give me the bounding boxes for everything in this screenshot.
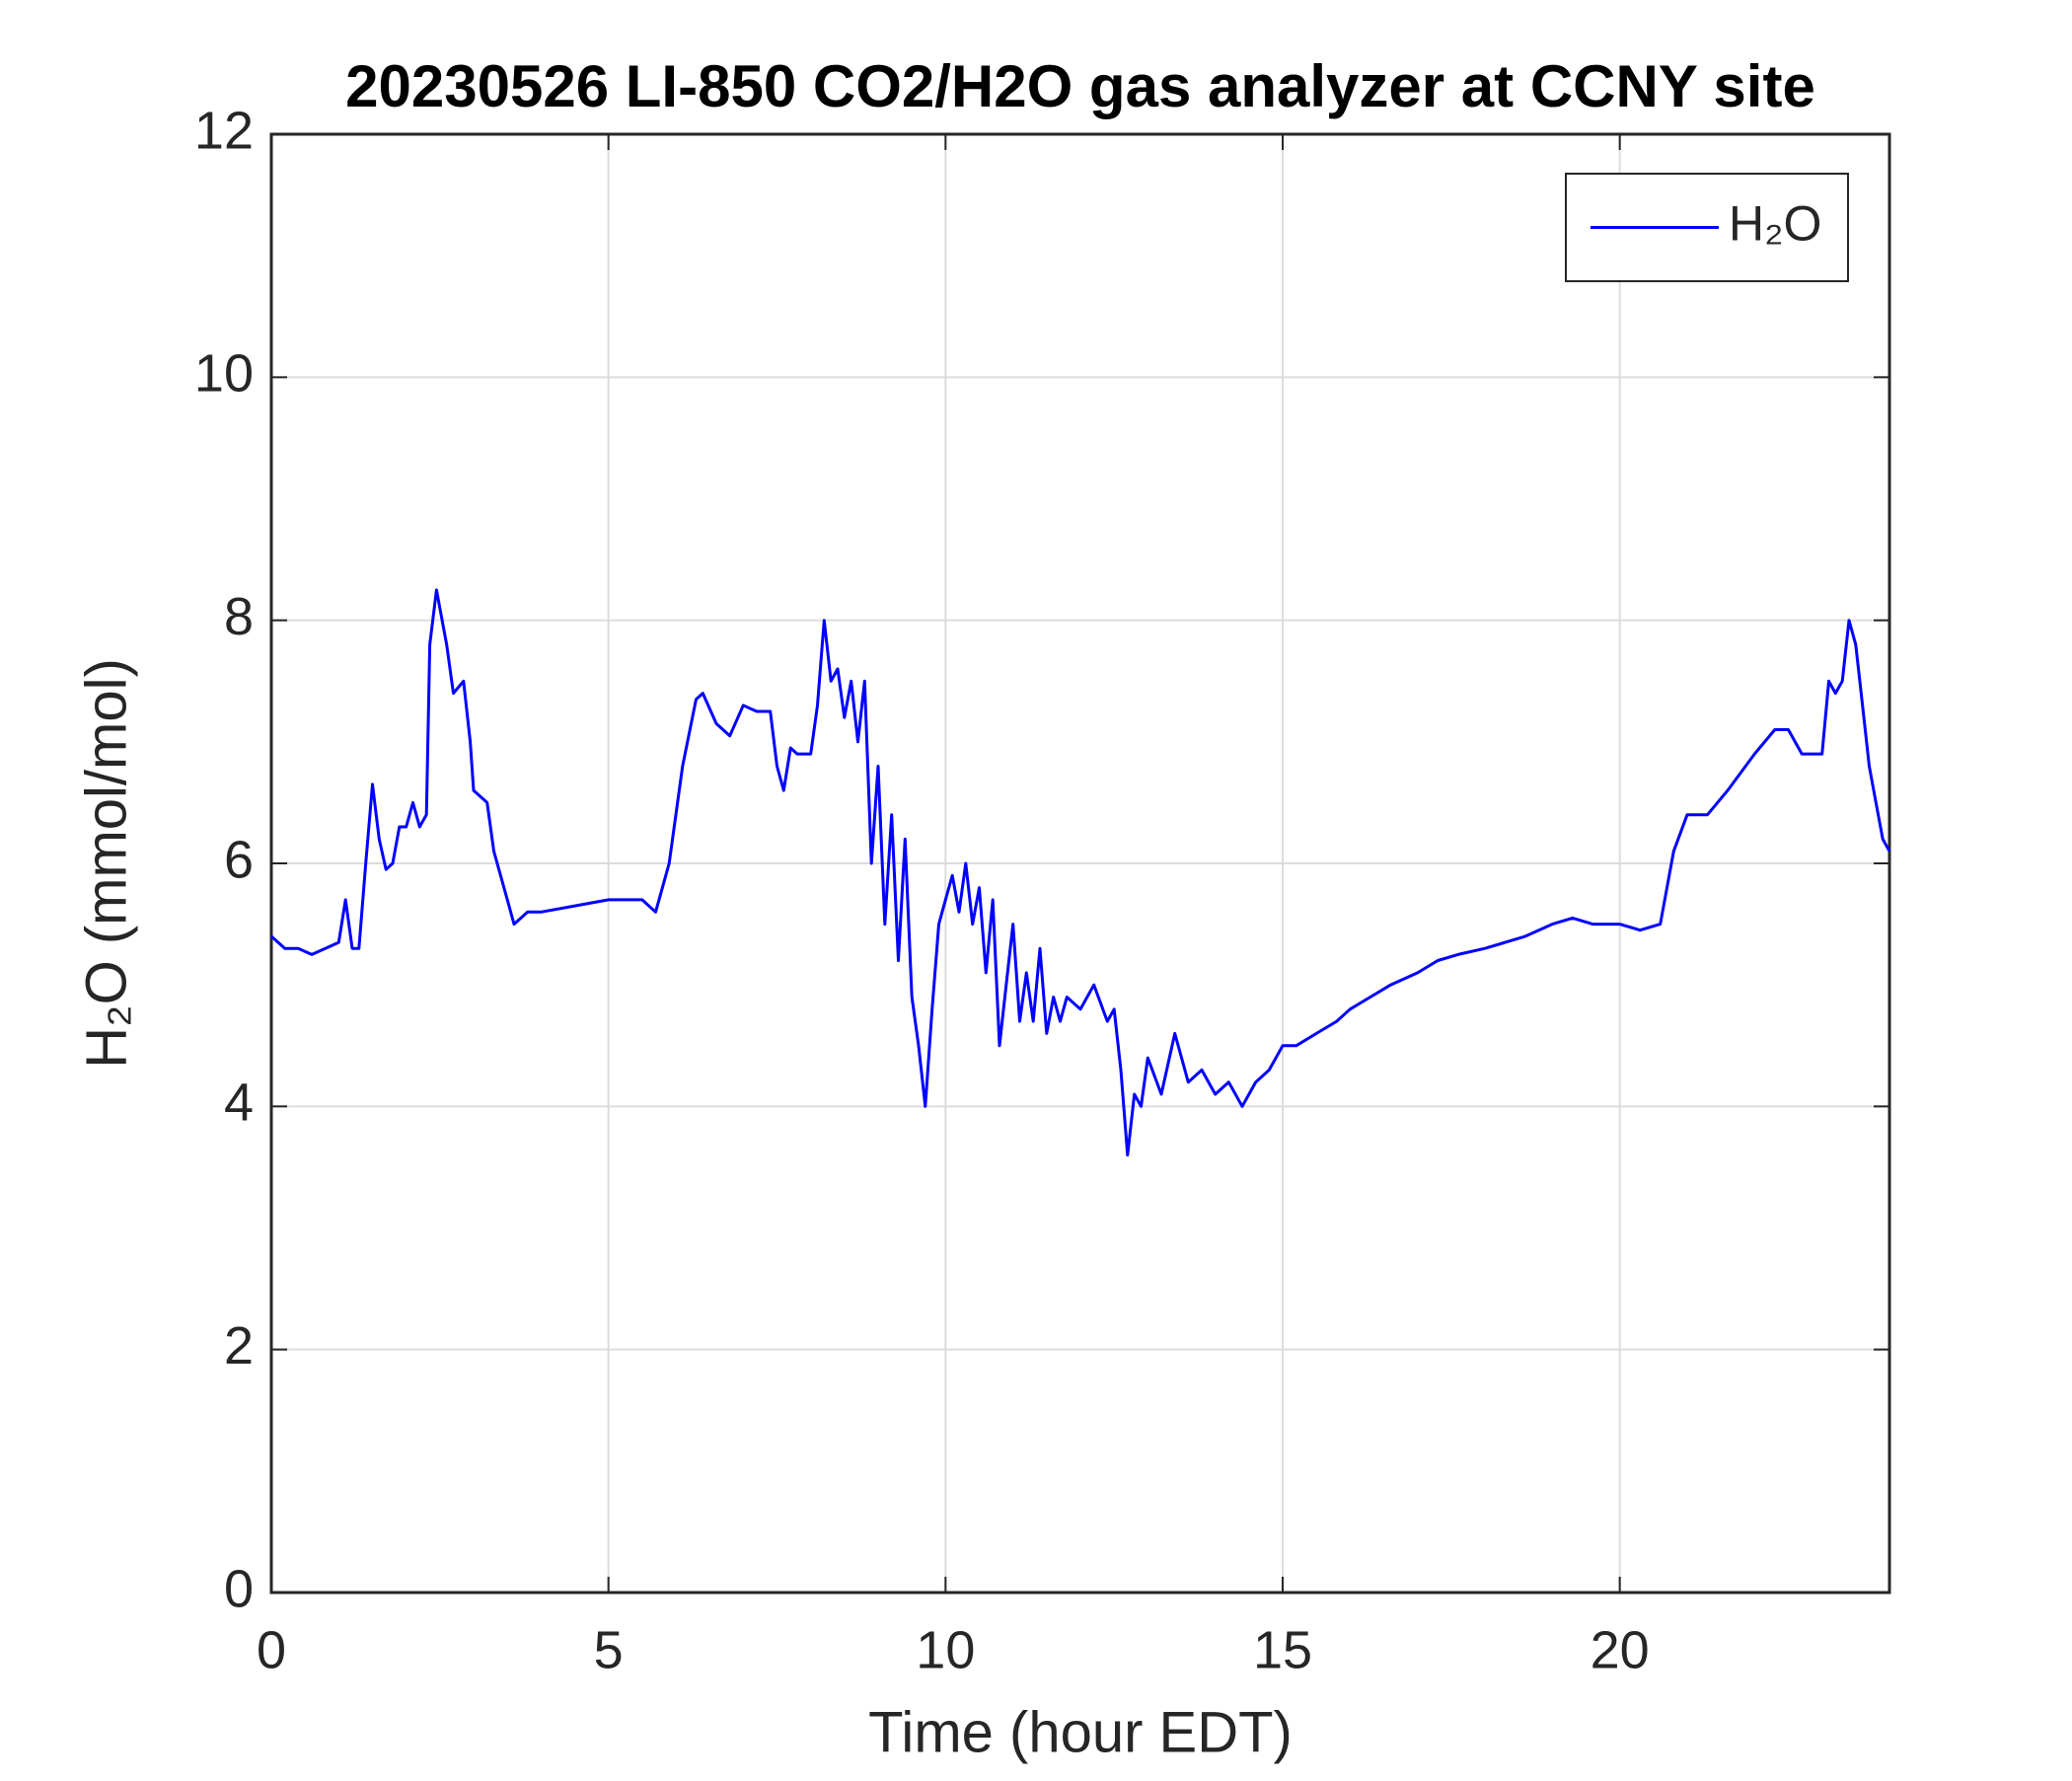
y-tick-label: 8 bbox=[224, 587, 254, 646]
data-line bbox=[269, 588, 1891, 1157]
x-tick-label: 15 bbox=[1253, 1620, 1312, 1679]
y-tick-label: 10 bbox=[194, 344, 254, 404]
y-tick-label: 4 bbox=[224, 1074, 254, 1133]
chart-title: 20230526 LI-850 CO2/H2O gas analyzer at … bbox=[345, 53, 1815, 119]
y-tick-label: 0 bbox=[224, 1559, 254, 1618]
x-tick-label: 5 bbox=[594, 1620, 624, 1679]
y-tick-label: 6 bbox=[224, 830, 254, 889]
y-axis-label: H₂O (mmol/mol) bbox=[74, 658, 138, 1069]
x-tick-label: 10 bbox=[916, 1620, 975, 1679]
y-tick-label: 2 bbox=[224, 1316, 254, 1375]
plot-frame bbox=[269, 132, 1891, 1595]
x-axis-label: Time (hour EDT) bbox=[868, 1700, 1293, 1764]
x-tick-label: 0 bbox=[257, 1620, 286, 1679]
legend-label: H₂O bbox=[1729, 196, 1821, 252]
y-tick-label: 12 bbox=[194, 101, 254, 160]
x-tick-label: 20 bbox=[1591, 1620, 1650, 1679]
